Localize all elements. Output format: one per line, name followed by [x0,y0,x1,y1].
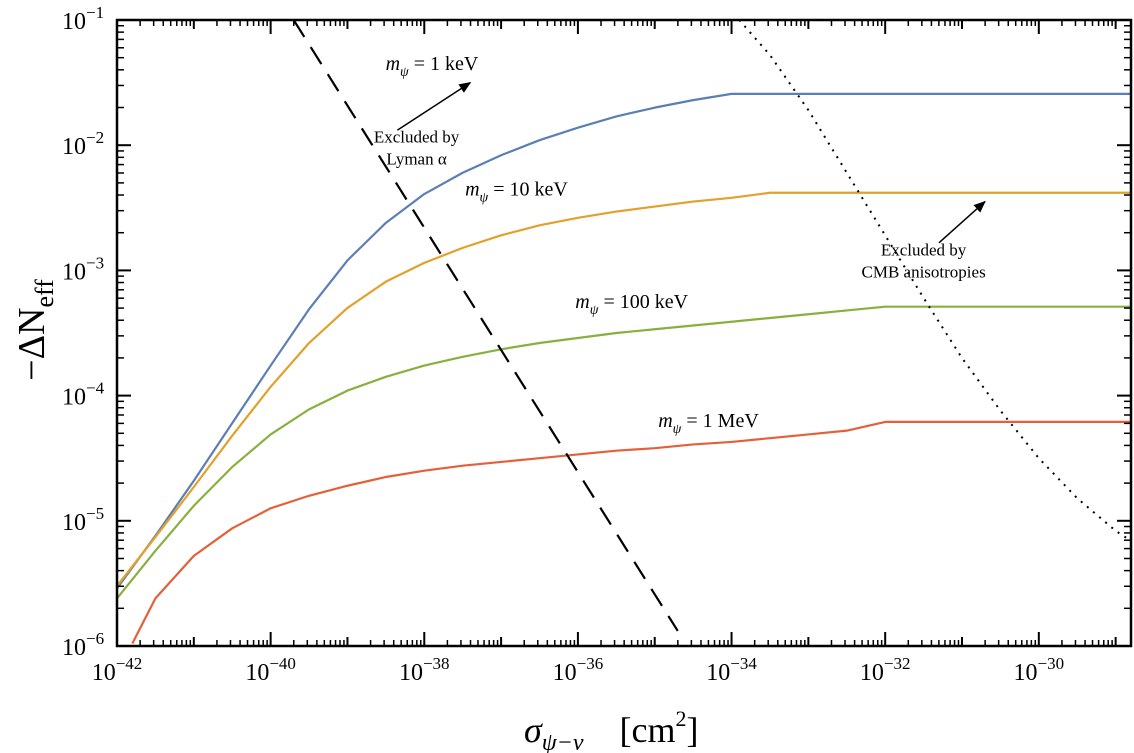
x-tick-label: 10−38 [399,654,450,686]
y-axis-subscript: eff [30,279,59,308]
series-label-m: m [575,291,589,313]
series-label-value: = 100 keV [598,291,688,313]
series-label-sub: ψ [590,303,599,318]
series-label-value: = 10 keV [488,178,568,200]
series-line-3 [131,420,1131,644]
x-tick-exponent: −30 [1038,654,1065,673]
series-label-value: = 1 MeV [681,410,759,432]
x-axis-unit-close: ] [687,710,699,750]
series-label-0: mψ = 1 keV [386,53,479,80]
y-tick-label: 10−2 [62,128,104,160]
series-label-m: m [658,410,672,432]
x-tick-base: 10 [245,660,269,686]
series-line-2 [117,305,1131,600]
x-tick-exponent: −38 [423,654,450,673]
x-tick-label: 10−30 [1014,654,1065,686]
annotation-lyman-line-0: Excluded by [374,128,460,147]
ticks-layer [116,19,1131,647]
labels-layer: 10−42 10−40 10−38 10−36 10−34 10−32 10−3010−61… [11,3,1064,753]
y-tick-base: 10 [62,9,86,35]
annotation-cmb-line-1: CMB anisotropies [861,262,985,281]
annotation-cmb-line-0: Excluded by [881,240,967,259]
x-axis-subscript: ψ−ν [542,730,584,753]
x-tick-exponent: −40 [269,654,296,673]
annotation-lyman-line-1: Lyman α [386,150,446,169]
y-tick-label: 10−6 [62,629,104,661]
y-tick-label: 10−1 [62,3,104,35]
x-axis-unit: [cm [620,710,676,750]
y-tick-exponent: −2 [86,128,104,147]
series-label-sub: ψ [673,422,682,437]
y-tick-base: 10 [62,134,86,160]
y-tick-exponent: −5 [86,504,104,523]
annotation-arrow-lyman-arrow [396,81,472,131]
y-tick-base: 10 [62,510,86,536]
series-label-m: m [465,178,479,200]
y-axis-main: −ΔN [11,308,53,381]
x-tick-label: 10−34 [706,654,757,686]
y-tick-label: 10−5 [62,504,104,536]
y-axis-title: −ΔNeff [11,279,59,381]
x-tick-base: 10 [399,660,423,686]
x-axis-symbol: σ [524,710,543,750]
x-axis-title: σψ−ν [cm2] [524,706,699,753]
x-tick-base: 10 [860,660,884,686]
x-tick-exponent: −34 [730,654,757,673]
bounds-layer [292,20,1131,632]
series-line-1 [117,191,1131,587]
curves-layer [117,92,1131,644]
series-label-value: = 1 keV [409,53,479,75]
y-tick-base: 10 [62,635,86,661]
y-tick-exponent: −3 [86,253,104,272]
y-tick-exponent: −4 [86,379,105,398]
x-tick-label: 10−32 [860,654,911,686]
series-label-2: mψ = 100 keV [575,291,688,318]
series-label-m: m [386,53,400,75]
series-label-sub: ψ [480,190,489,205]
x-tick-base: 10 [92,660,116,686]
bound-line-0 [292,20,679,632]
x-tick-exponent: −32 [884,654,911,673]
y-tick-base: 10 [62,385,86,411]
x-tick-exponent: −42 [116,654,143,673]
x-axis-unit-exponent: 2 [676,706,687,731]
x-tick-label: 10−42 [92,654,143,686]
series-line-0 [117,92,1131,590]
y-tick-label: 10−3 [62,253,104,285]
bound-line-1 [738,20,1131,542]
x-tick-base: 10 [706,660,730,686]
series-label-1: mψ = 10 keV [465,178,568,205]
annotation-arrow-cmb-arrow [938,200,986,244]
x-tick-label: 10−40 [245,654,296,686]
y-tick-exponent: −6 [86,629,104,648]
series-label-sub: ψ [400,65,409,80]
y-tick-label: 10−4 [62,379,105,411]
y-tick-exponent: −1 [86,3,104,22]
x-tick-base: 10 [1014,660,1038,686]
x-tick-exponent: −36 [577,654,604,673]
x-tick-label: 10−36 [553,654,604,686]
series-label-3: mψ = 1 MeV [658,410,759,437]
y-tick-base: 10 [62,259,86,285]
x-tick-base: 10 [553,660,577,686]
